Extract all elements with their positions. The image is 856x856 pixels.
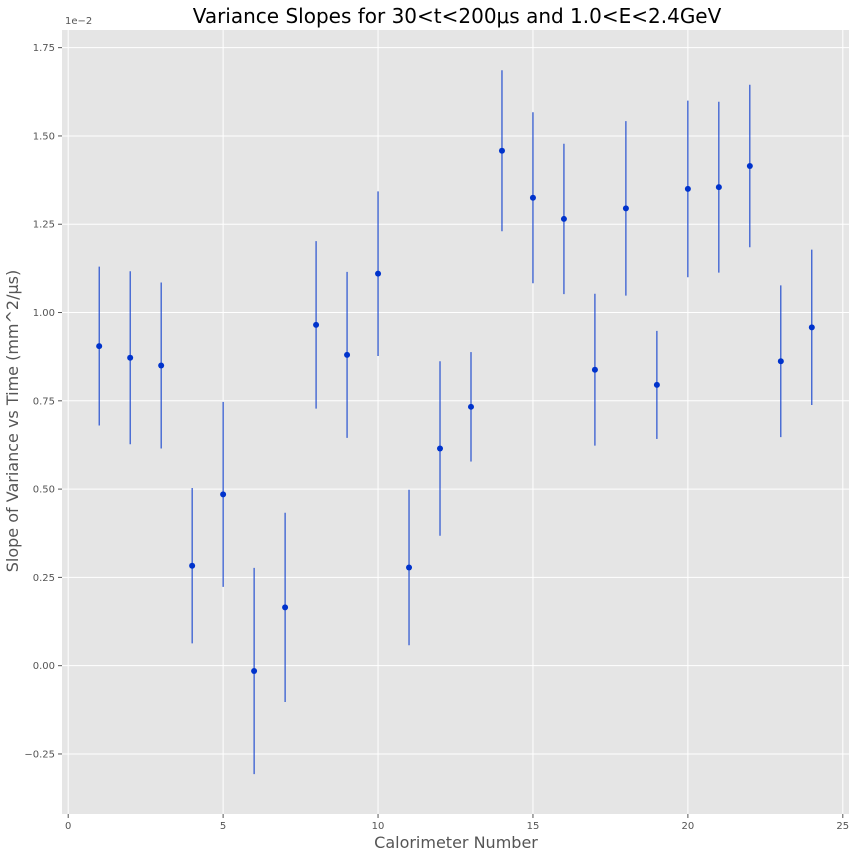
data-point [282, 604, 289, 611]
y-tick-label: 1.25 [33, 220, 55, 231]
data-point [746, 162, 753, 169]
data-point [467, 403, 474, 410]
x-tick-label: 5 [220, 821, 226, 832]
data-point [715, 184, 722, 191]
data-point [220, 491, 227, 498]
x-tick-label: 15 [527, 821, 540, 832]
data-point [158, 362, 165, 369]
y-tick-label: 0.50 [33, 485, 55, 496]
data-series [96, 70, 815, 775]
x-tick-label: 10 [372, 821, 385, 832]
plot-area [62, 30, 849, 814]
x-tick-label: 20 [682, 821, 695, 832]
data-point [375, 270, 382, 277]
y-tick-label: 1.50 [33, 131, 55, 142]
data-point [437, 445, 444, 452]
x-axis-label: Calorimeter Number [374, 833, 538, 852]
y-tick-label: 1.00 [33, 308, 55, 319]
y-axis-offset-label: 1e−2 [65, 16, 92, 27]
data-point [622, 205, 629, 212]
y-tick-label: 0.25 [33, 573, 55, 584]
grid [62, 30, 849, 814]
data-point [684, 185, 691, 192]
y-axis-label: Slope of Variance vs Time (mm^2/μs) [3, 270, 22, 572]
data-point [189, 562, 196, 569]
chart-title: Variance Slopes for 30<t<200μs and 1.0<E… [193, 4, 722, 28]
data-point [344, 351, 351, 358]
data-point [808, 324, 815, 331]
data-point [498, 147, 505, 154]
data-point [777, 358, 784, 365]
data-point [313, 321, 320, 328]
data-point [529, 194, 536, 201]
data-point [251, 667, 258, 674]
x-tick-label: 0 [65, 821, 71, 832]
data-point [653, 381, 660, 388]
x-tick-label: 25 [836, 821, 849, 832]
y-tick-label: −0.25 [24, 749, 55, 760]
y-tick-label: 1.75 [33, 43, 55, 54]
data-point [560, 215, 567, 222]
data-point [96, 343, 103, 350]
y-tick-label: 0.75 [33, 396, 55, 407]
data-point [406, 564, 413, 571]
data-point [591, 366, 598, 373]
axis-ticks: 0 5 10 15 20 25 −0.25 0.00 0.25 0.50 0.75 1.00 1.25 1… [24, 43, 849, 832]
y-tick-label: 0.00 [33, 661, 55, 672]
data-point [127, 354, 134, 361]
